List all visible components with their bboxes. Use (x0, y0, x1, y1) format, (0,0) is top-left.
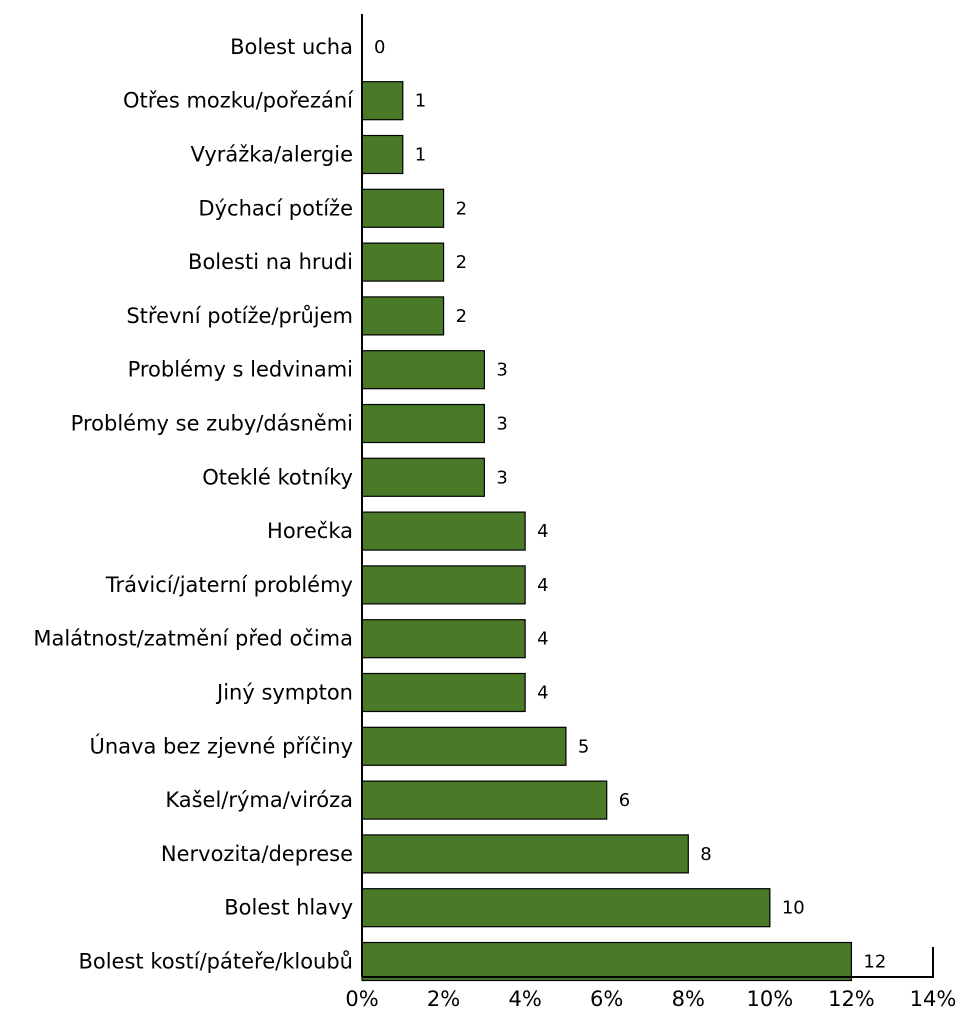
bar (361, 888, 771, 928)
category-label: Střevní potíže/průjem (126, 304, 353, 328)
data-label: 4 (537, 683, 548, 704)
bar (361, 134, 404, 175)
data-label: 3 (496, 360, 507, 381)
category-labels-group: Bolest ucha Otřes mozku/pořezání Vyrážka/a… (33, 35, 354, 974)
x-tick-label: 10% (747, 987, 794, 1011)
bar (361, 565, 526, 605)
category-label: Bolest ucha (230, 35, 353, 59)
x-tick-label: 4% (508, 987, 541, 1011)
x-tick-label: 6% (590, 987, 623, 1011)
data-label: 2 (456, 306, 467, 327)
x-tick-label: 0% (345, 987, 378, 1011)
bar (361, 672, 526, 713)
bar (361, 242, 445, 282)
x-tick-label: 2% (427, 987, 460, 1011)
bar (361, 941, 853, 982)
data-label: 4 (537, 521, 548, 542)
bar (361, 834, 689, 874)
bar (361, 188, 445, 228)
data-label: 8 (700, 844, 711, 865)
bar (361, 403, 485, 444)
category-label: Bolesti na hrudi (188, 250, 353, 274)
category-label: Otřes mozku/pořezání (123, 89, 354, 113)
data-label: 10 (782, 898, 805, 919)
data-label: 5 (578, 736, 589, 757)
category-label: Problémy s ledvinami (128, 358, 353, 382)
category-label: Bolest hlavy (224, 896, 353, 920)
category-label: Problémy se zuby/dásněmi (71, 412, 353, 436)
x-tick-label: 14% (910, 987, 957, 1011)
bar (361, 81, 404, 121)
category-label: Kašel/rýma/viróza (165, 788, 353, 812)
bar (361, 350, 485, 390)
data-label: 2 (456, 252, 467, 273)
data-label: 3 (496, 467, 507, 488)
category-label: Oteklé kotníky (202, 465, 353, 489)
data-label: 2 (456, 198, 467, 219)
data-label: 4 (537, 629, 548, 650)
data-label: 12 (863, 952, 886, 973)
bars-group (361, 81, 853, 982)
bar (361, 780, 608, 820)
data-label: 1 (415, 91, 426, 112)
category-label: Malátnost/zatmění před očima (33, 627, 353, 651)
data-label: 4 (537, 575, 548, 596)
x-ticks-group: 0% 2% 4% 6% 8% 10% 12% 14% (345, 987, 956, 1011)
data-label: 0 (374, 37, 385, 58)
data-label: 1 (415, 145, 426, 166)
bar (361, 511, 526, 551)
data-label: 3 (496, 414, 507, 435)
bar (361, 619, 526, 659)
category-label: Trávicí/jaterní problémy (105, 573, 353, 597)
axes-group (361, 14, 934, 978)
bar (361, 726, 567, 766)
category-label: Nervozita/deprese (161, 842, 353, 866)
category-label: Vyrážka/alergie (191, 143, 353, 167)
category-label: Dýchací potíže (198, 196, 353, 220)
bar (361, 457, 485, 497)
bar (361, 296, 445, 336)
category-label: Bolest kostí/páteře/kloubů (78, 950, 353, 974)
x-tick-label: 8% (672, 987, 705, 1011)
category-label: Horečka (267, 519, 353, 543)
data-label: 6 (619, 790, 630, 811)
x-tick-label: 12% (828, 987, 875, 1011)
category-label: Únava bez zjevné příčiny (90, 733, 354, 758)
category-label: Jiný sympton (215, 681, 353, 705)
